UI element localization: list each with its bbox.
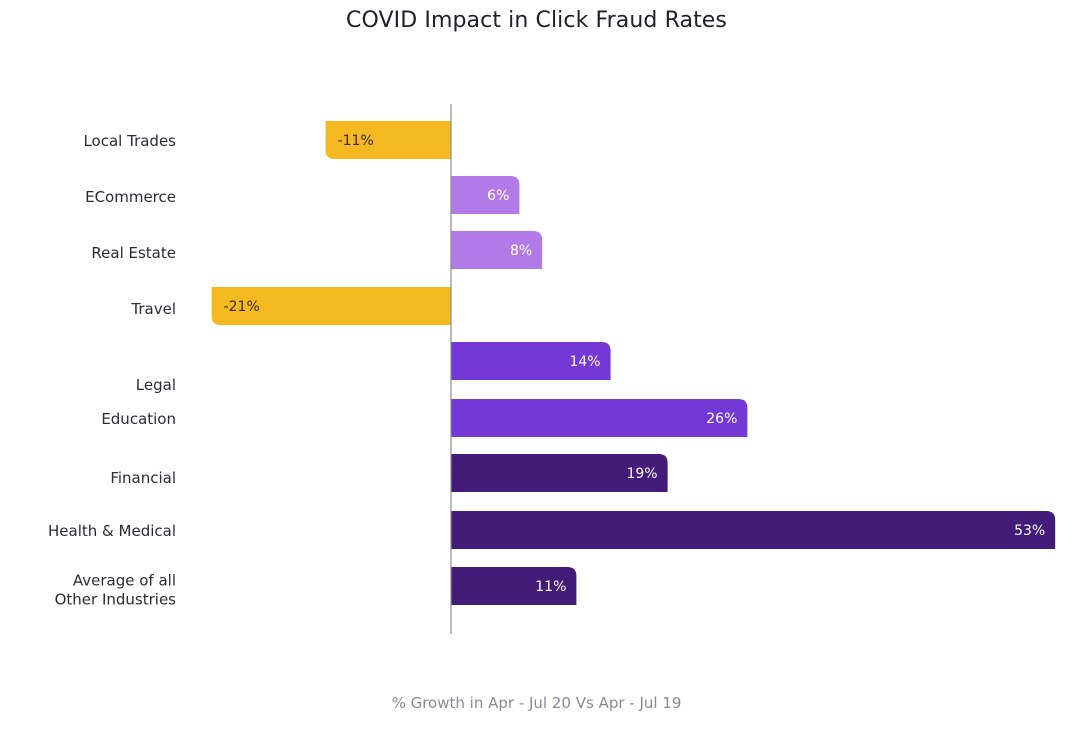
chart-title: COVID Impact in Click Fraud Rates <box>346 8 727 33</box>
bar <box>451 231 543 269</box>
category-label: ECommerce <box>85 188 176 206</box>
category-label: Local Trades <box>83 132 176 150</box>
category-label: Health & Medical <box>48 522 176 540</box>
bar <box>451 399 748 437</box>
category-label: Financial <box>110 469 176 487</box>
category-label: Average of all <box>73 572 176 590</box>
category-label: Education <box>101 410 176 428</box>
bar <box>451 511 1056 549</box>
category-labels: Local Trades ECommerce Real Estate Travel Le… <box>48 132 176 609</box>
value-label: 26% <box>706 411 737 427</box>
category-label: Travel <box>130 300 176 318</box>
bar <box>451 454 668 492</box>
bar <box>451 176 520 214</box>
value-label: -21% <box>224 299 260 315</box>
category-label: Legal <box>136 376 176 394</box>
value-label: 6% <box>487 188 509 204</box>
value-labels: -11% 6% 8% -21% 14% 26% 19% 53% 11% <box>224 133 1046 595</box>
bars-layer <box>211 121 1056 605</box>
category-label: Other Industries <box>55 591 177 609</box>
value-label: 53% <box>1014 523 1045 539</box>
category-label: Real Estate <box>91 244 176 262</box>
bar <box>211 287 451 325</box>
value-label: -11% <box>338 133 374 149</box>
value-label: 14% <box>569 354 600 370</box>
value-label: 11% <box>535 579 566 595</box>
bar <box>451 567 577 605</box>
value-label: 8% <box>510 243 532 259</box>
value-label: 19% <box>626 466 657 482</box>
bar <box>325 121 451 159</box>
bar <box>451 342 611 380</box>
x-axis-caption: % Growth in Apr - Jul 20 Vs Apr - Jul 19 <box>391 694 682 712</box>
